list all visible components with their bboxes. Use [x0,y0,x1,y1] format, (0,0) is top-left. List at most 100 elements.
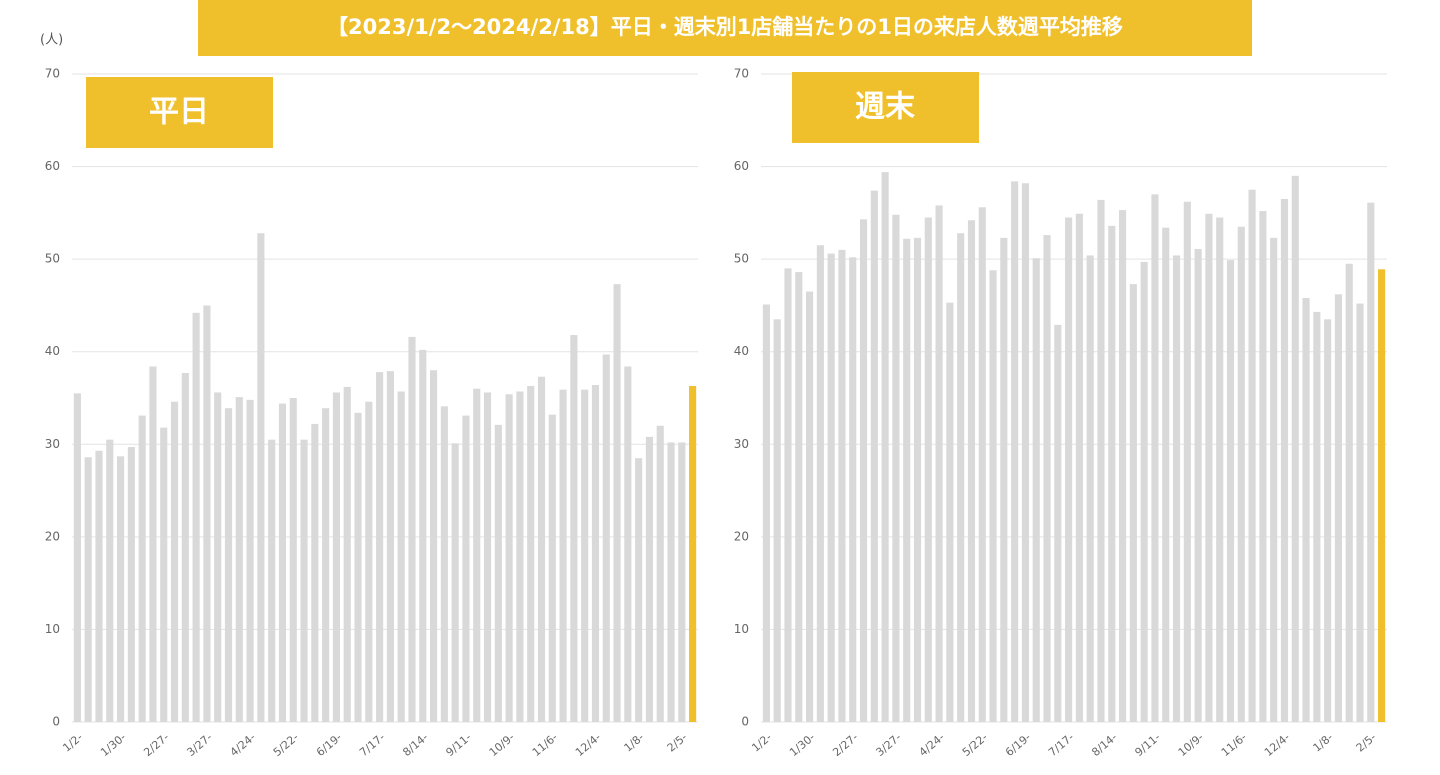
bar [762,304,770,722]
bar [246,399,254,722]
bar [516,391,524,722]
bar [1140,261,1148,722]
bar [408,336,416,722]
bar [1356,303,1364,722]
bar [624,366,632,722]
y-tick-label: 10 [45,622,60,636]
bar [935,205,943,723]
bar [806,291,814,722]
bar [1248,189,1256,722]
x-tick-label: 6/19- [314,731,344,759]
bar [278,403,287,722]
bar [1065,217,1073,722]
bar [365,401,373,722]
x-tick-label: 3/27- [184,731,214,759]
bar [73,393,81,722]
y-tick-label: 0 [741,715,749,729]
bar [451,443,459,722]
bar [795,272,803,722]
bar [224,408,233,722]
x-tick-label: 3/27- [873,731,903,759]
bar [1280,198,1289,722]
bar [1151,194,1159,723]
bar [505,394,513,722]
x-tick-label: 9/11- [1132,731,1162,759]
y-tick-label: 60 [45,159,60,173]
bar [591,385,600,722]
bar [1021,183,1029,723]
x-tick-label: 1/8- [1311,731,1336,755]
bar [978,207,986,722]
bar [1205,213,1213,723]
bar [1291,175,1299,723]
x-tick-label: 7/17- [357,731,387,759]
y-tick-label: 50 [45,252,60,266]
bar [1237,226,1245,722]
x-tick-label: 5/22- [271,731,301,759]
bar [397,391,405,722]
bar [149,366,157,722]
bar [84,457,92,722]
bar [430,370,438,722]
y-tick-label: 50 [734,252,749,266]
bar [127,447,135,722]
bar [1119,210,1127,722]
bar [117,456,125,722]
y-tick-label: 20 [734,529,749,543]
bar [1345,263,1353,722]
bar [300,439,308,722]
bar [106,439,114,722]
x-tick-label: 2/27- [141,731,171,759]
bar [1216,217,1224,722]
page-title: 【2023/1/2～2024/2/18】平日・週末別1店舗当たりの1日の来店人数… [327,15,1123,39]
y-tick-label: 20 [45,529,60,543]
bar [1313,311,1321,722]
bar [268,439,276,722]
bar [1097,199,1105,722]
bar [678,442,686,722]
bar [440,406,448,722]
bar [214,392,222,722]
bar [924,217,932,722]
bar [289,398,297,722]
bar [1011,181,1019,722]
x-tick-label: 2/5- [1354,731,1379,755]
panel-label: 平日 [149,95,209,130]
bar [160,427,168,722]
bar [1129,284,1137,722]
bar [957,233,965,723]
bar [1367,202,1375,722]
x-tick-label: 8/14- [400,731,430,759]
bar [170,401,179,722]
x-tick-label: 6/19- [1003,731,1033,759]
panel-label-box [86,77,273,148]
bar [354,412,362,722]
x-tick-label: 2/27- [830,731,860,759]
bar [784,268,792,722]
bar [1378,269,1386,722]
bar [181,373,189,722]
bar [903,238,911,722]
bar [1162,227,1170,722]
x-tick-label: 12/4- [573,731,603,759]
bar [602,354,610,722]
bar [946,302,954,722]
bar [1000,237,1008,722]
bar [967,220,976,722]
x-tick-label: 11/6- [1219,731,1249,759]
bar [138,415,146,722]
panel-label-box [792,72,979,143]
x-tick-label: 1/30- [98,731,128,759]
bar [494,424,502,722]
bar [1032,258,1040,722]
bar [473,388,481,722]
x-tick-label: 2/5- [665,731,690,755]
bar [1108,225,1116,722]
bar [527,385,535,722]
bar [559,389,567,722]
x-tick-label: 1/2- [749,731,774,755]
bar [203,305,211,722]
x-tick-label: 1/8- [622,731,647,755]
x-tick-label: 1/2- [60,731,85,755]
